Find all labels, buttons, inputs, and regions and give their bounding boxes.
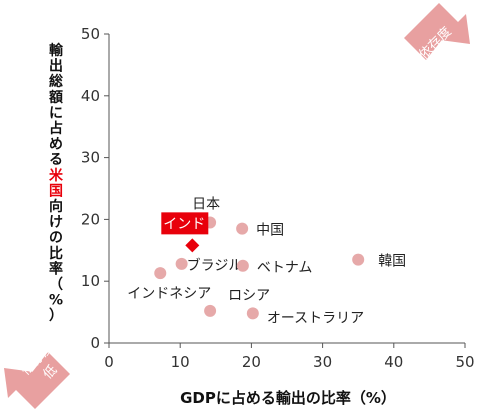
x-tick-label: 30 [313,353,332,371]
point-label: 中国 [256,223,284,239]
x-tick-label: 10 [171,353,190,371]
data-point [236,259,249,272]
y-tick-label: 50 [81,25,100,43]
point-label: 日本 [192,196,220,212]
point-label: ロシア [228,288,270,304]
tick-labels: 0 10 20 30 40 50 0 10 20 30 40 50 [81,25,475,371]
x-tick-label: 20 [242,353,261,371]
data-point [352,253,365,266]
point-label: オーストラリア [267,310,364,326]
y-tick-label: 30 [81,149,100,167]
data-point [154,267,167,280]
y-tick-label: 0 [90,334,100,352]
point-label: 韓国 [378,254,406,270]
point-label: ブラジル [187,257,243,274]
axes [104,33,466,348]
arrow-down-left-icon [4,352,70,409]
data-point [204,304,217,317]
corner-arrow-high: 依存度 高 [404,3,470,65]
highlight-label: インド [163,216,205,232]
y-tick-label: 10 [81,272,100,290]
data-point [175,257,188,270]
data-point [246,307,259,320]
point-label: ベトナム [257,260,313,276]
arrow-up-right-icon [404,3,470,60]
point-label: インドネシア [127,286,211,302]
y-tick-label: 20 [81,210,100,228]
highlight-label-box [161,212,209,235]
x-axis-label: GDPに占める輸出の比率（%） [180,389,396,407]
x-tick-label: 40 [384,353,403,371]
data-point [236,222,249,235]
x-tick-label: 0 [104,353,114,371]
x-tick-label: 50 [455,353,474,371]
y-tick-label: 40 [81,87,100,105]
highlight-point [185,238,200,253]
corner-arrow-low: 依存度 低 [4,340,70,409]
y-axis-label: 輸出総額に占める米国向けの比率（%） [48,42,64,324]
